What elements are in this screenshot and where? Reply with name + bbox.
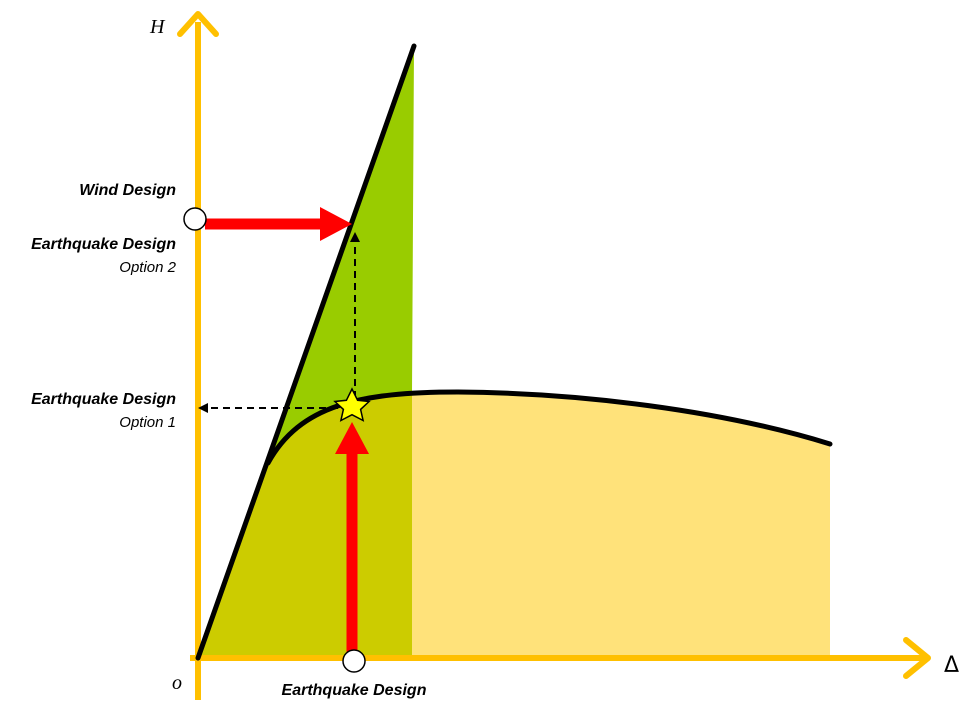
x-axis-arrowhead [903,637,931,679]
overlap-region [198,392,412,658]
eq-option1-title: Earthquake Design [31,391,176,408]
wind-design-arrowhead [320,207,352,241]
y-axis-arrowhead [177,11,219,37]
x-axis-label: Δ [944,653,959,678]
y-axis-label: H [149,16,166,38]
earthquake-design-marker-icon [342,649,366,673]
eq-design-bottom-label: Earthquake Design [282,682,427,699]
earthquake-design-arrowhead [335,422,369,454]
wind-design-label: Wind Design [79,182,176,199]
star-icon [333,387,371,422]
eq-option1-sub: Option 1 [119,414,176,431]
eq-option2-title: Earthquake Design [31,236,176,253]
wind-design-marker-icon [183,207,207,231]
capacity-curve [265,389,833,466]
origin-label: o [172,672,182,694]
eq-option2-sub: Option 2 [119,259,176,276]
elastic-line [195,43,417,661]
